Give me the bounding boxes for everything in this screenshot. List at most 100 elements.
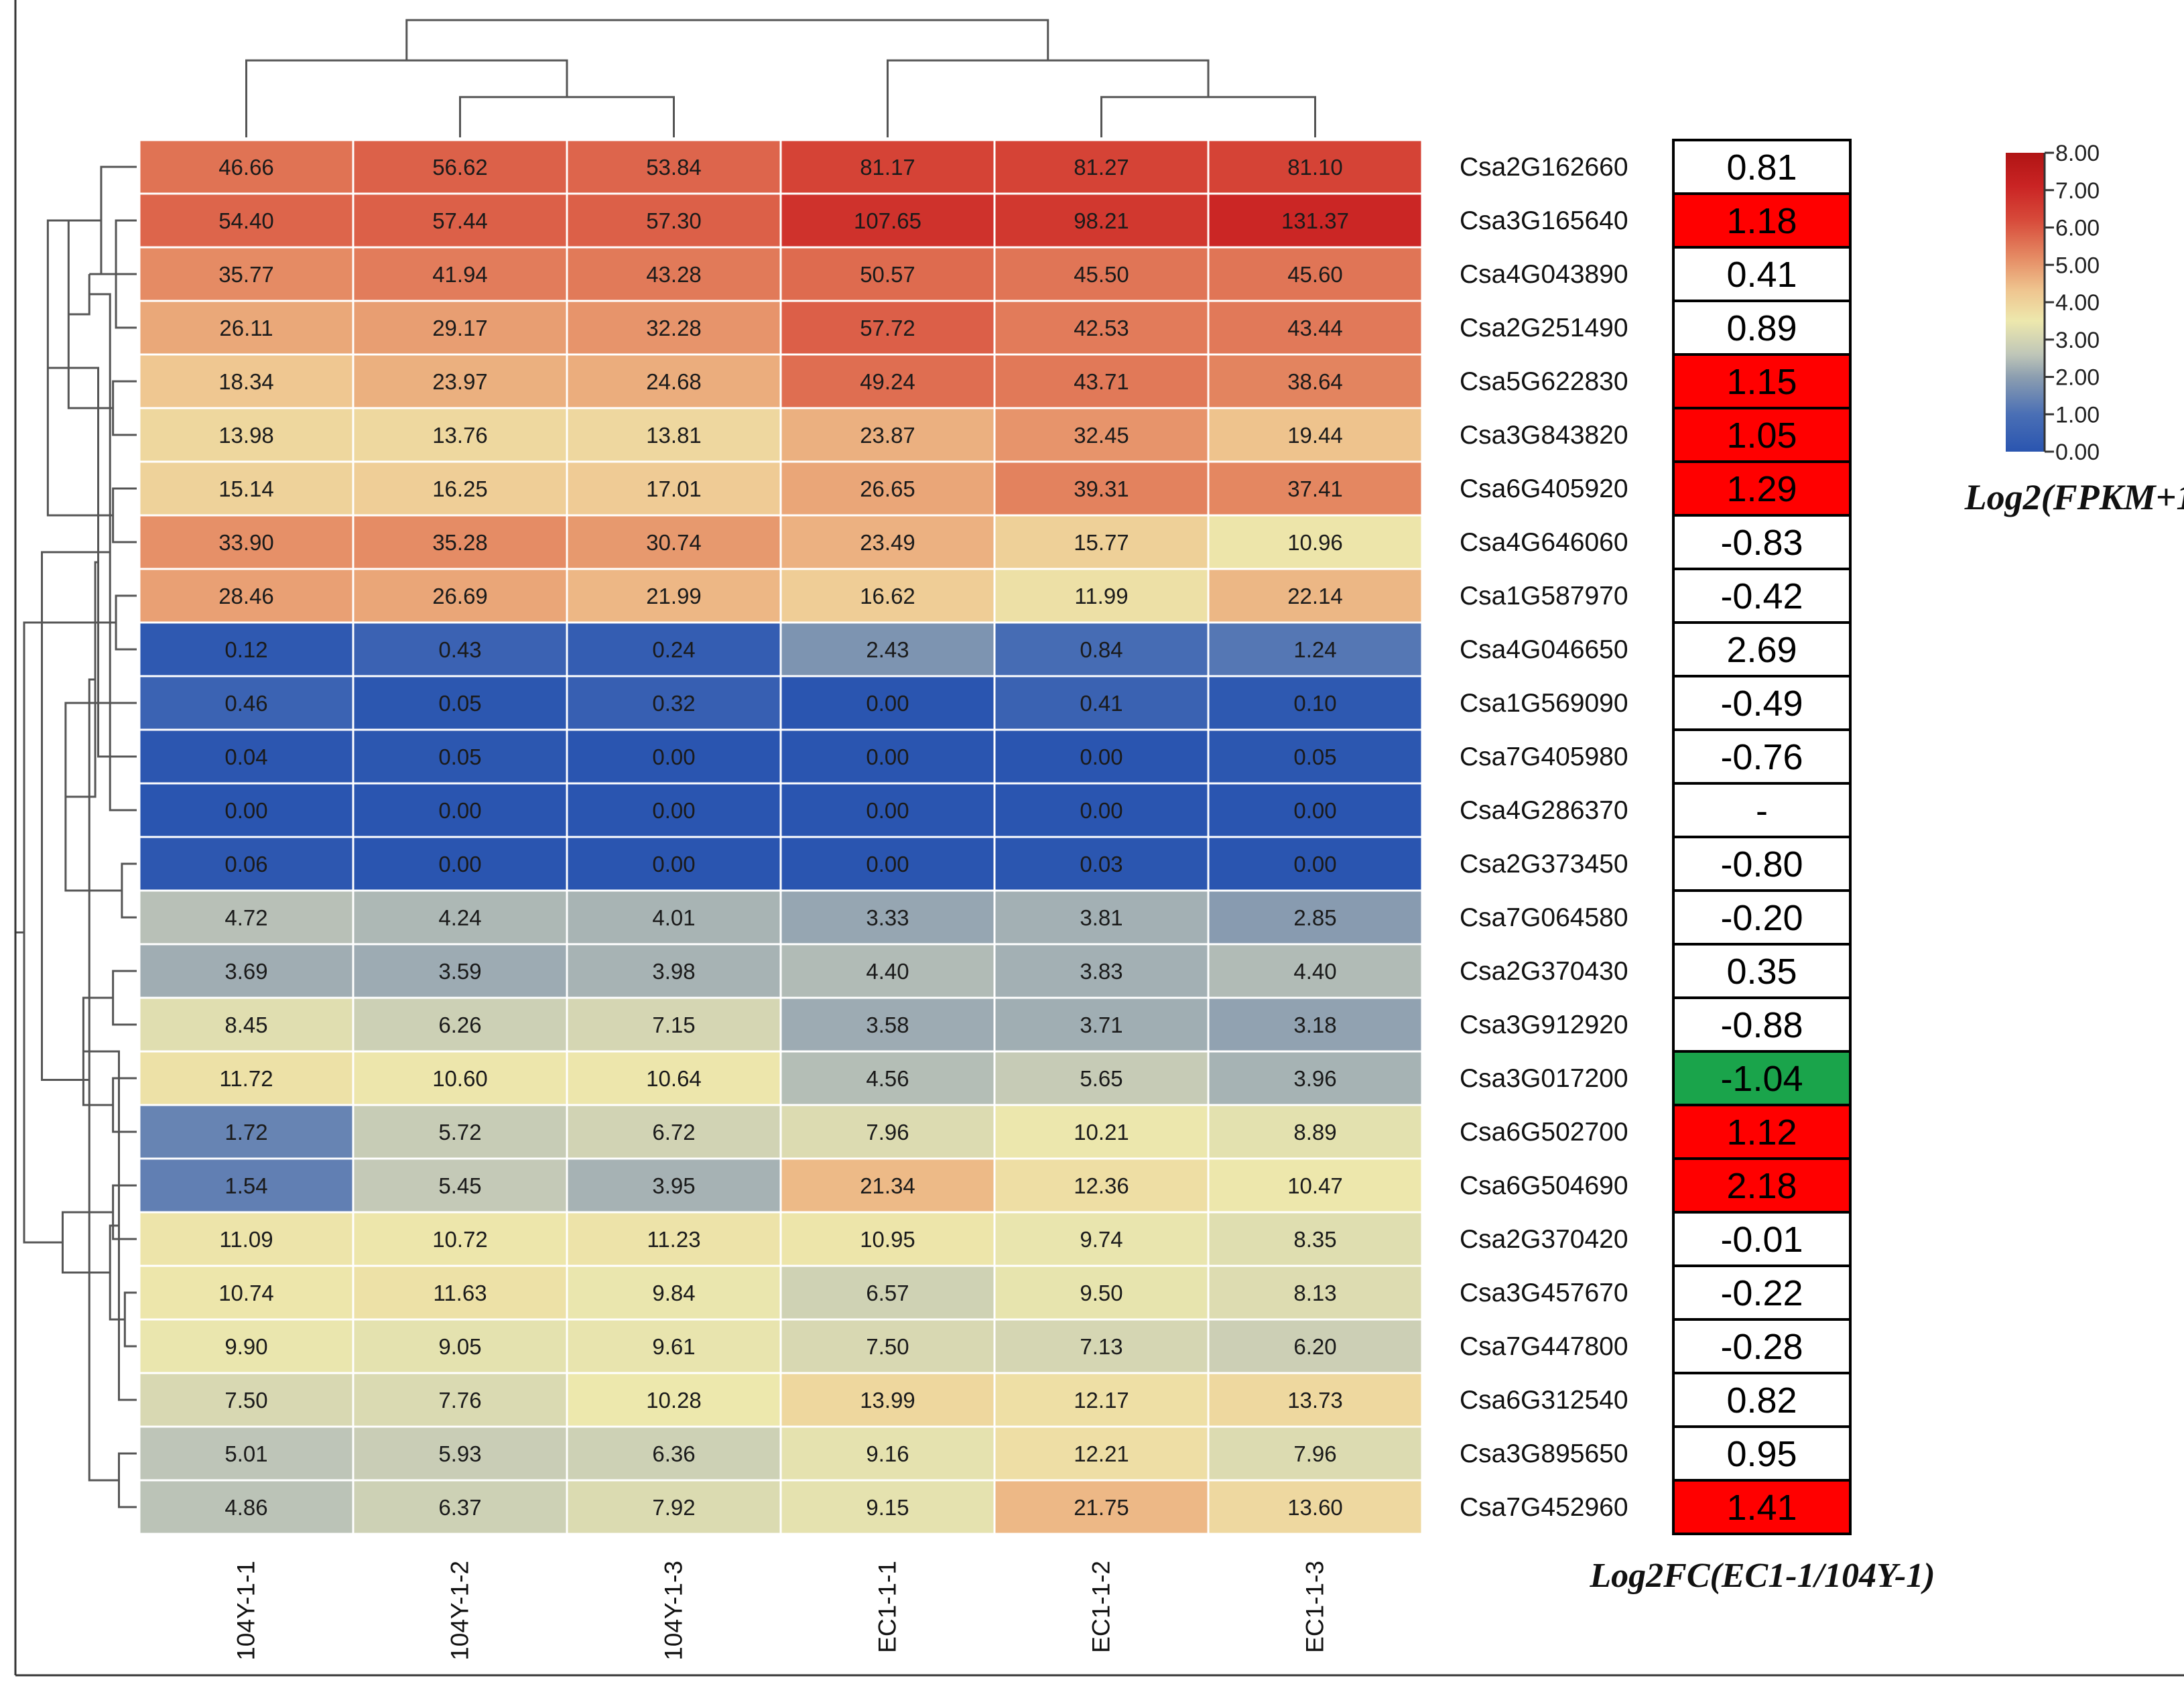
heatmap-cell	[1207, 139, 1423, 195]
cell-value-label: 4.72	[224, 905, 267, 930]
cell-value-label: 13.76	[432, 423, 488, 448]
heatmap-cell	[993, 1425, 1210, 1482]
log2fc-value: -0.20	[1720, 898, 1803, 938]
cell-value-label: 4.01	[652, 905, 695, 930]
cell-value-label: 45.60	[1287, 262, 1343, 287]
cell-value-label: 0.32	[652, 691, 695, 716]
cell-value-label: 21.99	[646, 584, 702, 608]
log2fc-cell	[1672, 1104, 1852, 1160]
heatmap-cells: 46.66 56.62 53.84 81.17 81.27 81.10 54.40 57.44…	[138, 139, 1423, 1535]
log2fc-value: 0.89	[1726, 308, 1797, 348]
row-dendrogram-branch	[123, 1291, 137, 1348]
gene-label: Csa6G502700	[1460, 1118, 1628, 1147]
color-scale-tick-label: 2.00	[2055, 365, 2100, 391]
cell-value-label: 17.01	[646, 476, 702, 501]
cell-value-label: 30.74	[646, 530, 702, 555]
cell-value-label: 35.77	[218, 262, 274, 287]
cell-value-label: 23.87	[860, 423, 915, 448]
color-scale-tick-label: 3.00	[2055, 328, 2100, 353]
log2fc-cell	[1672, 1050, 1852, 1106]
gene-label: Csa1G569090	[1460, 689, 1628, 718]
row-dendrogram-branch	[121, 862, 137, 919]
heatmap-cell	[1207, 460, 1423, 517]
cell-value-label: 131.37	[1281, 208, 1349, 233]
log2fc-cell	[1672, 192, 1852, 249]
cell-value-label: 32.28	[646, 316, 702, 340]
cell-value-label: 12.36	[1074, 1173, 1129, 1198]
cell-value-label: 50.57	[860, 262, 915, 287]
cell-value-label: 0.06	[224, 852, 267, 877]
sample-labels: 104Y-1-1 104Y-1-2 104Y-1-3 EC1-1-1 EC1-1-2 EC…	[233, 1561, 1329, 1661]
heatmap-cell	[1207, 889, 1423, 946]
column-dendrogram-branch	[887, 59, 1210, 137]
heatmap-cell	[566, 1050, 782, 1106]
heatmap-cell	[138, 246, 355, 302]
heatmap-cell	[352, 568, 568, 624]
gene-label: Csa4G043890	[1460, 260, 1628, 289]
log2fc-cell	[1672, 1318, 1852, 1374]
cell-value-label: 22.14	[1287, 584, 1343, 608]
heatmap-cell	[138, 300, 355, 356]
color-scale-legend: 0.00 1.00 2.00 3.00 4.00 5.00 6.00 7.00 8.00 Log2…	[1964, 141, 2184, 517]
cell-value-label: 0.03	[1080, 852, 1122, 877]
heatmap-cell	[1207, 1372, 1423, 1428]
cell-value-label: 11.72	[219, 1066, 273, 1091]
row-dendrogram-branch	[23, 621, 117, 1244]
row-dendrogram-branch	[112, 970, 137, 1026]
cell-value-label: 7.50	[224, 1388, 267, 1413]
cell-value-label: 23.49	[860, 530, 915, 555]
log2fc-value: 2.69	[1726, 630, 1797, 670]
heatmap-cell	[779, 1479, 996, 1535]
cell-value-label: 11.63	[433, 1281, 487, 1305]
heatmap-cell	[566, 621, 782, 677]
heatmap-cell	[566, 1372, 782, 1428]
heatmap-cell	[352, 782, 568, 838]
heatmap-cell	[352, 246, 568, 302]
heatmap-cell	[566, 1211, 782, 1267]
heatmap-cell	[352, 1318, 568, 1374]
sample-label: EC1-1-3	[1301, 1561, 1329, 1653]
cell-value-label: 4.24	[438, 905, 481, 930]
cell-value-label: 98.21	[1074, 208, 1129, 233]
row-dendrogram-branch	[61, 1211, 113, 1274]
heatmap-cell	[993, 300, 1210, 356]
log2fc-value: 0.95	[1726, 1434, 1797, 1474]
gene-label: Csa2G370430	[1460, 957, 1628, 986]
heatmap-cell	[779, 514, 996, 570]
heatmap-cell	[138, 836, 355, 892]
log2fc-cell	[1672, 675, 1852, 731]
cell-value-label: 0.46	[224, 691, 267, 716]
cell-value-label: 3.18	[1293, 1013, 1336, 1037]
gene-label: Csa2G162660	[1460, 153, 1628, 182]
heatmap-cell	[566, 246, 782, 302]
heatmap-cell	[352, 1479, 568, 1535]
cell-value-label: 11.09	[219, 1227, 273, 1252]
gene-label: Csa6G405920	[1460, 474, 1628, 503]
row-dendrogram-branch	[46, 219, 113, 517]
heatmap-cell	[566, 1318, 782, 1374]
cell-value-label: 10.72	[432, 1227, 488, 1252]
gene-label: Csa4G046650	[1460, 635, 1628, 664]
color-scale-tick-label: 6.00	[2055, 216, 2100, 241]
row-dendrogram-branch	[68, 274, 90, 316]
log2fc-value: -0.76	[1720, 737, 1803, 777]
cell-value-label: 0.00	[866, 798, 909, 823]
cell-value-label: 4.40	[1293, 959, 1336, 984]
row-dendrogram-branch	[115, 594, 137, 651]
gene-labels: Csa2G162660 Csa3G165640 Csa4G043890 Csa2G25…	[1460, 153, 1628, 1522]
cell-value-label: 10.28	[646, 1388, 702, 1413]
log2fc-cell	[1672, 728, 1852, 785]
cell-value-label: 12.21	[1074, 1441, 1129, 1466]
heatmap-cell	[993, 1104, 1210, 1160]
gene-label: Csa6G504690	[1460, 1171, 1628, 1200]
cell-value-label: 0.12	[224, 637, 267, 662]
cell-value-label: 7.96	[1293, 1441, 1336, 1466]
row-dendrogram-branch	[112, 487, 137, 543]
cell-value-label: 57.44	[432, 208, 488, 233]
heatmap-cell	[138, 1211, 355, 1267]
heatmap-cell	[993, 353, 1210, 409]
cell-value-label: 57.72	[860, 316, 915, 340]
log2fc-cell	[1672, 1479, 1852, 1535]
heatmap-cell	[1207, 1479, 1423, 1535]
log2fc-cell	[1672, 621, 1852, 677]
